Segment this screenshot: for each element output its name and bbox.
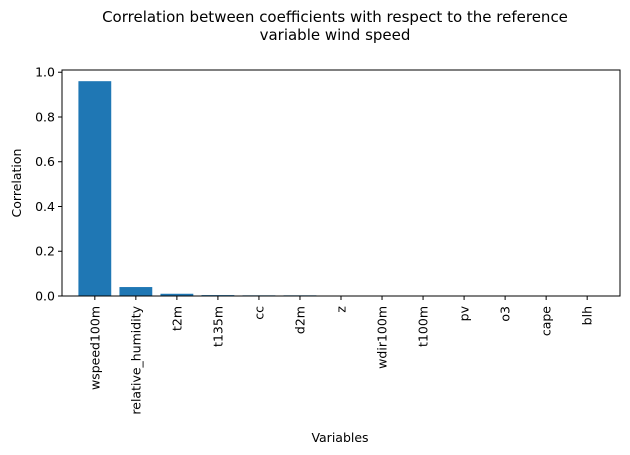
chart-title-line-2: variable wind speed [260, 26, 411, 44]
x-tick-label: wspeed100m [87, 306, 102, 390]
y-tick-label: 0.0 [35, 289, 55, 304]
y-axis-label: Correlation [9, 149, 24, 218]
y-ticks-group: 0.0 0.2 0.4 0.6 0.8 1.0 [35, 65, 62, 304]
chart-title-line-1: Correlation between coefficients with re… [102, 8, 568, 26]
y-tick-label: 1.0 [35, 65, 55, 80]
x-tick-label: t135m [210, 306, 225, 347]
bar-relative_humidity [119, 287, 153, 296]
x-tick-label: t100m [416, 306, 431, 347]
y-tick-label: 0.8 [35, 109, 55, 124]
x-tick-label: d2m [292, 306, 307, 334]
x-tick-label: cc [251, 306, 266, 320]
x-tick-label: relative_humidity [128, 305, 143, 414]
x-axis-label: Variables [311, 430, 368, 445]
y-tick-label: 0.2 [35, 244, 55, 259]
x-tick-label: pv [457, 305, 472, 321]
y-tick-label: 0.4 [35, 199, 55, 214]
x-tick-label: blh [580, 306, 595, 325]
x-tick-label: o3 [498, 306, 513, 322]
x-tick-label: t2m [169, 306, 184, 331]
x-tick-label: wdir100m [375, 306, 390, 369]
bar-t2m [160, 293, 194, 296]
bar-wspeed100m [78, 81, 112, 297]
x-tick-label: z [334, 306, 349, 313]
plot-frame [61, 69, 621, 297]
bars-group [78, 81, 604, 297]
x-ticks-group: wspeed100m relative_humidity t2m t135m cc d2m… [87, 296, 595, 415]
x-tick-label: cape [539, 306, 554, 336]
y-tick-label: 0.6 [35, 154, 55, 169]
